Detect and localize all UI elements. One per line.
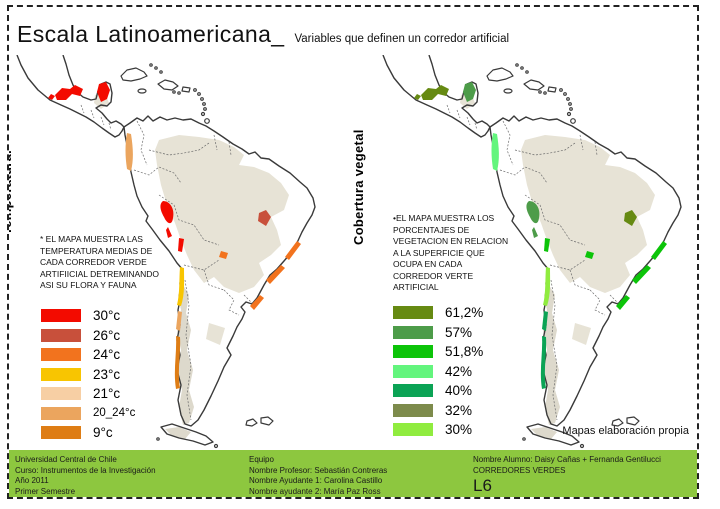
- legend-label: 20_24°c: [93, 407, 136, 420]
- legend-row: 23°c: [41, 365, 135, 385]
- vegetation-axis-label: Cobertura vegetal: [351, 129, 366, 245]
- footer-line: Universidad Central de Chile: [15, 455, 117, 464]
- page-border: Escala Latinoamericana_ Variables que def…: [7, 5, 699, 499]
- header: Escala Latinoamericana_ Variables que def…: [17, 21, 509, 48]
- color-swatch: [393, 345, 433, 359]
- color-swatch: [393, 384, 433, 398]
- footer-line: Año 2011: [15, 476, 49, 485]
- legend-row: 26°c: [41, 326, 135, 346]
- legend-row: 32%: [393, 401, 483, 421]
- legend-label: 57%: [445, 324, 473, 340]
- footer-line: Nombre ayudante 2: María Paz Ross: [249, 486, 381, 496]
- footer-line: Primer Semestre: [15, 486, 76, 496]
- legend-label: 30%: [445, 422, 473, 438]
- legend-label: 9°c: [93, 425, 113, 441]
- legend-label: 23°c: [93, 366, 121, 382]
- color-swatch: [393, 306, 433, 320]
- legend-row: 51,8%: [393, 342, 483, 362]
- color-swatch: [41, 328, 81, 342]
- page-subtitle: Variables que definen un corredor artifi…: [294, 33, 510, 45]
- legend-row: 42%: [393, 362, 483, 382]
- legend-label: 21°c: [93, 386, 121, 402]
- color-swatch: [41, 367, 81, 381]
- vegetation-legend: 61,2% 57% 51,8% 42% 40% 32% 30%: [393, 303, 483, 440]
- color-swatch: [41, 387, 81, 401]
- legend-label: 26°c: [93, 327, 121, 343]
- legend-label: 40%: [445, 383, 473, 399]
- color-swatch: [41, 309, 81, 323]
- color-swatch: [393, 403, 433, 417]
- legend-label: 51,8%: [445, 344, 484, 360]
- temperature-legend-note: * EL MAPA MUESTRA LAS TEMPERATURA MEDIAS…: [40, 234, 160, 290]
- legend-row: 30°c: [41, 306, 135, 326]
- color-swatch: [41, 426, 81, 440]
- footer-institution: Universidad Central de Chile Curso: Inst…: [15, 455, 156, 497]
- sheet-number: L6: [473, 476, 492, 495]
- color-swatch: [393, 364, 433, 378]
- color-swatch: [393, 423, 433, 437]
- legend-row: 40%: [393, 381, 483, 401]
- legend-row: 57%: [393, 323, 483, 343]
- legend-row: 61,2%: [393, 303, 483, 323]
- page-title: Escala Latinoamericana_: [17, 21, 285, 47]
- legend-label: 24°c: [93, 347, 121, 363]
- footer-line: Equipo: [249, 455, 274, 464]
- footer-line: Curso: Instrumentos de la Investigación: [15, 465, 156, 475]
- vegetation-legend-note: •EL MAPA MUESTRA LOS PORCENTAJES DE VEGE…: [393, 213, 509, 292]
- footer-team: Equipo Nombre Profesor: Sebastián Contre…: [249, 455, 387, 497]
- legend-label: 42%: [445, 363, 473, 379]
- color-swatch: [41, 406, 81, 420]
- legend-label: 32%: [445, 402, 473, 418]
- color-swatch: [41, 348, 81, 362]
- footer-line: Nombre Profesor: Sebastián Contreras: [249, 465, 388, 475]
- legend-row: 30%: [393, 420, 483, 440]
- color-swatch: [393, 325, 433, 339]
- footer-students: Nombre Alumno: Daisy Cañas + Fernanda Ge…: [473, 455, 661, 464]
- temperature-legend: 30°c 26°c 24°c 23°c 21°c 20_24°c 9°c: [41, 306, 135, 443]
- legend-row: 9°c: [41, 423, 135, 443]
- footer-project-name: CORREDORES VERDES: [473, 465, 566, 475]
- legend-row: 21°c: [41, 384, 135, 404]
- legend-row: 24°c: [41, 345, 135, 365]
- footer-bar: Universidad Central de Chile Curso: Inst…: [9, 450, 697, 497]
- map-credit: Mapas elaboración propia: [562, 425, 689, 437]
- legend-row: 20_24°c: [41, 404, 135, 424]
- legend-label: 30°c: [93, 308, 121, 324]
- footer-project: Nombre Alumno: Daisy Cañas + Fernanda Ge…: [473, 455, 661, 495]
- legend-label: 61,2%: [445, 305, 484, 321]
- footer-line: Nombre Ayudante 1: Carolina Castillo: [249, 476, 383, 485]
